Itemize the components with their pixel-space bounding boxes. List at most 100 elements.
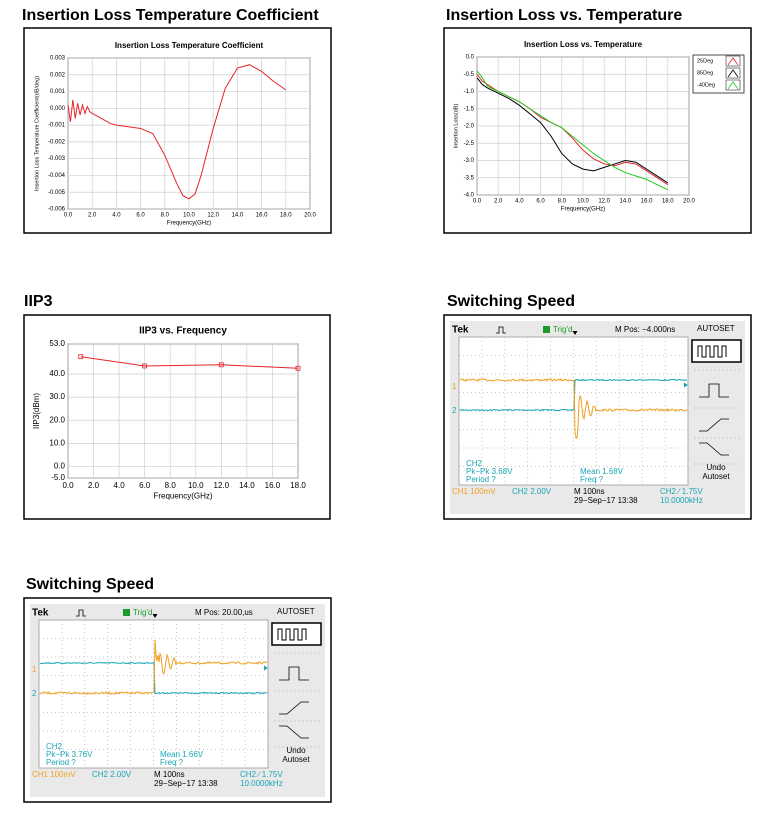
- menu-button: [271, 622, 322, 646]
- y-tick-label: -3.0: [464, 158, 475, 164]
- x-tick-label: 16.0: [256, 213, 268, 219]
- menu-icon: [699, 383, 729, 398]
- x-tick-label: 4.0: [112, 213, 121, 219]
- y-axis-label: Insertion Loss(dB): [453, 104, 459, 149]
- y-tick-label: 40.0: [49, 369, 65, 378]
- data-line: [80, 356, 299, 369]
- y-tick-label: 30.0: [49, 392, 65, 401]
- menu-icon: [699, 442, 729, 456]
- legend-swatch: [727, 81, 739, 90]
- trigger-icon: [123, 609, 130, 616]
- waveform: [40, 661, 268, 695]
- y-tick-label: -2.0: [464, 124, 475, 130]
- y-axis-label: Insertion Loss Temperature Coefficient(d…: [34, 76, 40, 191]
- y-tick-label: -0.002: [48, 139, 66, 145]
- data-marker: [295, 365, 301, 371]
- waveform: [39, 639, 268, 695]
- x-tick-label: 0.0: [62, 481, 74, 490]
- y-tick-label: -2.5: [464, 141, 475, 147]
- legend-swatch-box: [725, 55, 741, 67]
- status-date: 29−Sep−17 13:38: [154, 779, 218, 788]
- x-tick-label: 4.0: [515, 199, 524, 205]
- x-tick-label: 6.0: [536, 199, 545, 205]
- y-tick-label: -0.004: [48, 173, 66, 179]
- scope-position: M Pos: 20.00,us: [195, 608, 253, 617]
- y-tick-label: 0.000: [50, 106, 66, 112]
- data-marker: [78, 354, 84, 360]
- meas-freq: Freq ?: [160, 758, 184, 767]
- chart-title: Insertion Loss vs. Temperature: [524, 40, 643, 49]
- y-tick-label: 0.0: [466, 55, 475, 61]
- y-tick-label: -1.0: [464, 89, 475, 95]
- y-tick-label: -0.006: [48, 207, 66, 213]
- y-tick-label: -3.5: [464, 175, 475, 181]
- menu-title: AUTOSET: [277, 607, 315, 616]
- legend-label: -40Deg: [697, 82, 715, 88]
- x-axis-label: Frequency(GHz): [561, 206, 605, 212]
- waveform: [460, 377, 688, 439]
- trigger-status: Trig'd: [133, 608, 152, 617]
- meas-channel: CH2: [46, 742, 63, 751]
- legend-label: 25Deg: [697, 58, 713, 64]
- x-tick-label: 10.0: [577, 199, 589, 205]
- scope-brand: Tek: [452, 325, 469, 336]
- menu-icon: [697, 345, 727, 358]
- x-axis-label: Frequency(GHz): [167, 220, 211, 226]
- status-ch2: CH2 2.00V: [92, 770, 132, 779]
- x-tick-label: 16.0: [641, 199, 653, 205]
- meas-pkpk: Pk−Pk 3.76V: [46, 750, 93, 759]
- y-tick-label: 0.001: [50, 89, 66, 95]
- x-axis-label: Frequency(GHz): [153, 492, 212, 501]
- scope-screen: [458, 336, 689, 486]
- status-frequency: 10.0000kHz: [660, 496, 703, 505]
- menu-icon: [279, 666, 309, 681]
- heading: Switching Speed: [447, 293, 575, 310]
- legend-swatch-box: [725, 67, 741, 79]
- menu-icon: [277, 628, 307, 641]
- status-frequency: 10.0000kHz: [240, 779, 283, 788]
- meas-freq: Freq ?: [580, 475, 604, 484]
- status-ch2: CH2 2.00V: [512, 487, 552, 496]
- heading: Insertion Loss Temperature Coefficient: [22, 7, 319, 24]
- scope-screenshot: Tek Trig'd M Pos: −4.000ns AUTOSET UndoAutos…: [443, 314, 752, 520]
- x-tick-label: 0.0: [473, 199, 482, 205]
- y-tick-label: 0.0: [54, 462, 66, 471]
- x-tick-label: 2.0: [88, 213, 97, 219]
- y-tick-label: -0.5: [464, 72, 475, 78]
- menu-title: AUTOSET: [697, 324, 735, 333]
- data-marker: [218, 362, 224, 368]
- plot-area: [67, 343, 299, 479]
- x-tick-label: 12.0: [214, 481, 230, 490]
- y-tick-label: 0.002: [50, 72, 66, 78]
- status-trigger: CH2 ∕ 1.75V: [660, 487, 703, 496]
- x-tick-label: 6.0: [136, 213, 145, 219]
- meas-period: Period ?: [46, 758, 76, 767]
- data-marker: [142, 363, 148, 369]
- heading: Insertion Loss vs. Temperature: [446, 7, 682, 24]
- status-timebase: M 100ns: [154, 770, 185, 779]
- chart-title: Insertion Loss Temperature Coefficient: [115, 41, 264, 50]
- y-tick-label: -0.001: [48, 123, 66, 129]
- x-tick-label: 12.0: [207, 213, 219, 219]
- trigger-icon: [543, 326, 550, 333]
- meas-channel: CH2: [466, 459, 483, 468]
- y-tick-label: -0.005: [48, 190, 66, 196]
- x-tick-label: 14.0: [239, 481, 255, 490]
- level-arrow: [684, 382, 688, 388]
- status-ch1: CH1 100mV: [452, 487, 496, 496]
- ch1-marker: 1: [452, 382, 457, 391]
- meas-pkpk: Pk−Pk 3.68V: [466, 467, 513, 476]
- x-tick-label: 18.0: [280, 213, 292, 219]
- data-line: [476, 70, 669, 191]
- x-tick-label: 12.0: [598, 199, 610, 205]
- ch2-marker: 2: [32, 689, 37, 698]
- status-trigger: CH2 ∕ 1.75V: [240, 770, 283, 779]
- legend-label: 85Deg: [697, 70, 713, 76]
- trigger-arrow: [152, 614, 158, 618]
- legend-swatch: [727, 69, 739, 78]
- x-tick-label: 18.0: [662, 199, 674, 205]
- x-tick-label: 14.0: [232, 213, 244, 219]
- scope-brand: Tek: [32, 608, 49, 619]
- x-tick-label: 14.0: [620, 199, 632, 205]
